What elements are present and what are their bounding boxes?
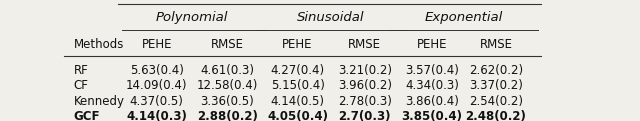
Text: 3.36(0.5): 3.36(0.5)	[200, 95, 254, 108]
Text: Methods: Methods	[74, 38, 124, 51]
Text: 14.09(0.4): 14.09(0.4)	[126, 79, 188, 92]
Text: Sinusoidal: Sinusoidal	[297, 11, 365, 24]
Text: 4.14(0.3): 4.14(0.3)	[126, 110, 188, 121]
Text: 3.85(0.4): 3.85(0.4)	[401, 110, 463, 121]
Text: 4.34(0.3): 4.34(0.3)	[405, 79, 459, 92]
Text: 3.37(0.2): 3.37(0.2)	[469, 79, 523, 92]
Text: 4.14(0.5): 4.14(0.5)	[271, 95, 324, 108]
Text: 2.7(0.3): 2.7(0.3)	[339, 110, 391, 121]
Text: 5.15(0.4): 5.15(0.4)	[271, 79, 324, 92]
Text: GCF: GCF	[74, 110, 100, 121]
Text: RF: RF	[74, 64, 88, 77]
Text: 3.57(0.4): 3.57(0.4)	[405, 64, 459, 77]
Text: PEHE: PEHE	[282, 38, 313, 51]
Text: 4.05(0.4): 4.05(0.4)	[267, 110, 328, 121]
Text: PEHE: PEHE	[417, 38, 447, 51]
Text: RMSE: RMSE	[211, 38, 244, 51]
Text: PEHE: PEHE	[141, 38, 172, 51]
Text: 3.21(0.2): 3.21(0.2)	[338, 64, 392, 77]
Text: 5.63(0.4): 5.63(0.4)	[130, 64, 184, 77]
Text: 2.48(0.2): 2.48(0.2)	[465, 110, 527, 121]
Text: RMSE: RMSE	[348, 38, 381, 51]
Text: CF: CF	[74, 79, 88, 92]
Text: 4.61(0.3): 4.61(0.3)	[200, 64, 254, 77]
Text: 2.54(0.2): 2.54(0.2)	[469, 95, 523, 108]
Text: 2.88(0.2): 2.88(0.2)	[196, 110, 258, 121]
Text: RMSE: RMSE	[479, 38, 513, 51]
Text: 3.86(0.4): 3.86(0.4)	[405, 95, 459, 108]
Text: Exponential: Exponential	[425, 11, 503, 24]
Text: 3.96(0.2): 3.96(0.2)	[338, 79, 392, 92]
Text: 2.78(0.3): 2.78(0.3)	[338, 95, 392, 108]
Text: Polynomial: Polynomial	[156, 11, 228, 24]
Text: 4.37(0.5): 4.37(0.5)	[130, 95, 184, 108]
Text: 4.27(0.4): 4.27(0.4)	[271, 64, 324, 77]
Text: Kennedy: Kennedy	[74, 95, 125, 108]
Text: 2.62(0.2): 2.62(0.2)	[469, 64, 523, 77]
Text: 12.58(0.4): 12.58(0.4)	[196, 79, 258, 92]
